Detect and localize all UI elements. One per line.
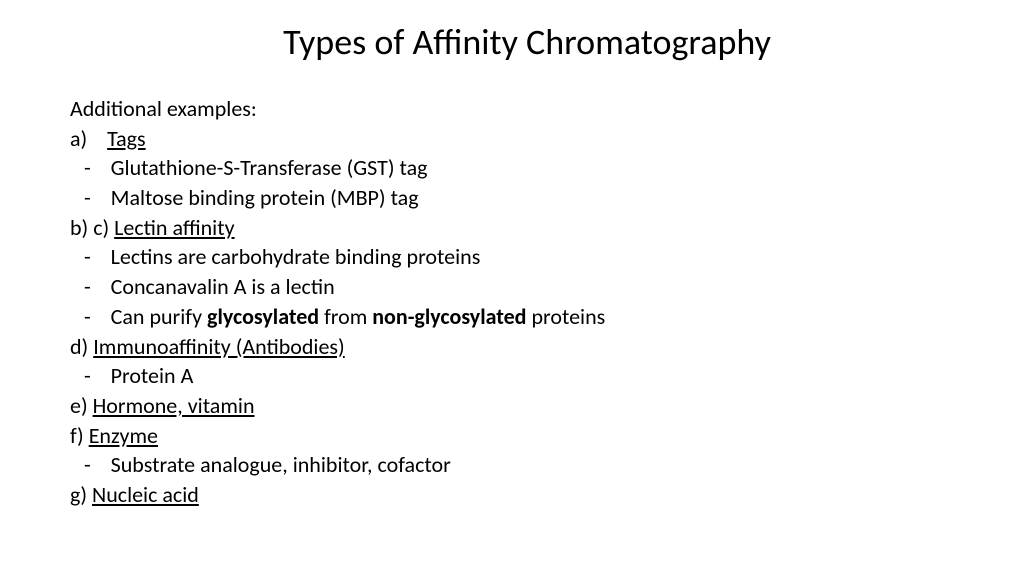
item-d-label: d) [70,333,93,360]
item-d: d) Immunoaffinity (Antibodies) [70,332,984,362]
item-bc-text: Lectin affinity [114,214,234,241]
item-bc-sub3: - Can purify glycosylated from non-glyco… [70,302,984,332]
item-g-text: Nucleic acid [92,481,199,508]
item-d-text: Immunoaffinity (Antibodies) [93,333,345,360]
item-bc-label: b) c) [70,214,114,241]
item-a-text: Tags [107,125,146,152]
slide-content: Additional examples: a) Tags - Glutathio… [70,94,984,510]
item-a: a) Tags [70,124,984,154]
item-g-label: g) [70,481,92,508]
item-f-text: Enzyme [89,422,158,449]
item-a-sub1: - Glutathione-S-Transferase (GST) tag [70,153,984,183]
intro-text: Additional examples: [70,94,984,124]
slide-title: Types of Affinity Chromatography [70,20,984,64]
item-bc-sub2: - Concanavalin A is a lectin [70,272,984,302]
item-bc-sub1: - Lectins are carbohydrate binding prote… [70,242,984,272]
item-bc: b) c) Lectin affinity [70,213,984,243]
item-e-label: e) [70,392,93,419]
item-f: f) Enzyme [70,421,984,451]
item-a-label: a) [70,125,87,152]
item-a-sub2: - Maltose binding protein (MBP) tag [70,183,984,213]
item-g: g) Nucleic acid [70,480,984,510]
item-e-text: Hormone, vitamin [93,392,255,419]
item-f-sub1: - Substrate analogue, inhibitor, cofacto… [70,450,984,480]
item-f-label: f) [70,422,89,449]
item-e: e) Hormone, vitamin [70,391,984,421]
slide-container: Types of Affinity Chromatography Additio… [0,0,1024,530]
item-d-sub1: - Protein A [70,361,984,391]
